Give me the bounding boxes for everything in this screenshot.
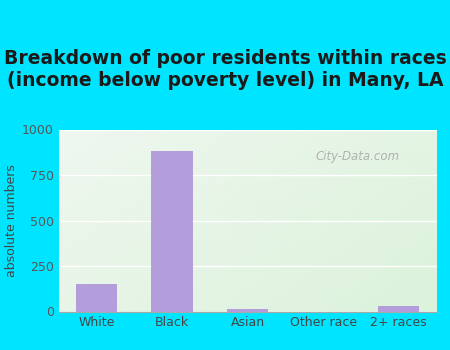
Bar (227, 309, 268, 312)
Bar (378, 306, 419, 312)
Y-axis label: absolute numbers: absolute numbers (4, 164, 18, 277)
Text: City-Data.com: City-Data.com (315, 150, 400, 163)
Bar (76, 284, 117, 312)
Text: Breakdown of poor residents within races
(income below poverty level) in Many, L: Breakdown of poor residents within races… (4, 49, 446, 91)
Bar (151, 151, 193, 312)
